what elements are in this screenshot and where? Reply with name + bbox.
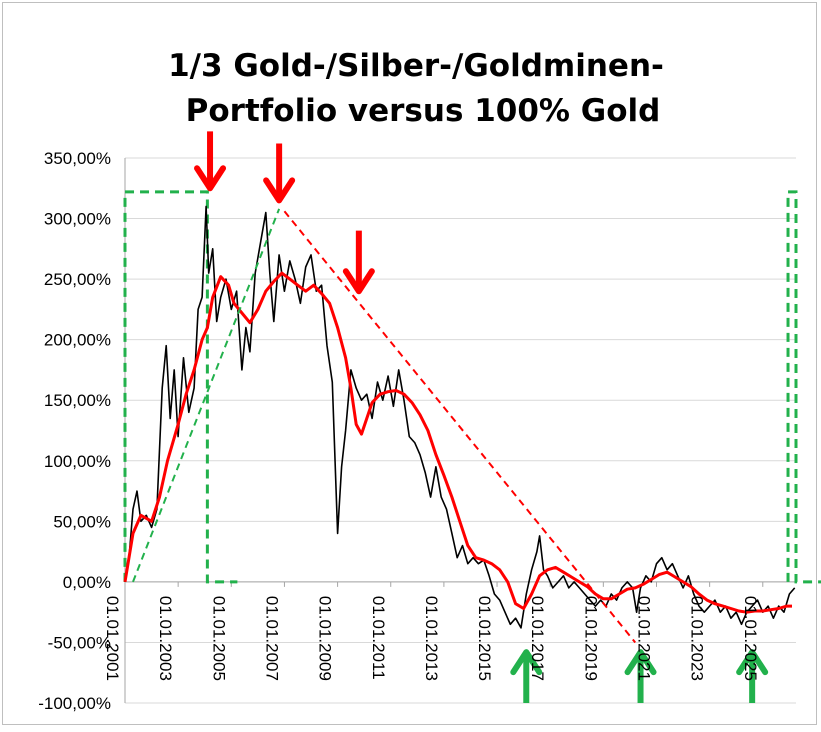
- chart-title-line-2: Portfolio versus 100% Gold: [186, 93, 661, 129]
- y-tick-label: 250,00%: [44, 270, 111, 289]
- green-dashed-box: [123, 190, 238, 584]
- y-tick-label: 200,00%: [44, 331, 111, 350]
- green-dashed-trendline: [132, 208, 281, 583]
- y-tick-label: 0,00%: [63, 573, 111, 592]
- annotation-boxes: [123, 190, 821, 584]
- x-tick-label: 01.01.2011: [369, 596, 388, 680]
- x-tick-label: 01.01.2007: [262, 596, 281, 681]
- x-axis-ticks: 01.01.2001 01.01.2003 01.01.2005 01.01.2007…: [103, 596, 760, 681]
- x-tick-label: 01.01.2009: [316, 596, 335, 681]
- x-tick-label: 01.01.2023: [688, 596, 707, 681]
- chart-title-line-1: 1/3 Gold-/Silber-/Goldminen-: [168, 48, 664, 84]
- trendline-layer: [132, 208, 637, 644]
- x-tick-label: 01.01.2005: [209, 596, 228, 681]
- chart-svg: 350,00% 300,00% 250,00% 200,00% 150,00% 100,0…: [38, 48, 821, 713]
- x-tick-label: 01.01.2015: [475, 596, 494, 681]
- y-tick-label: 150,00%: [44, 391, 111, 410]
- arrow-layer: [194, 131, 769, 703]
- green-arrow-up-head: [624, 649, 657, 676]
- y-tick-label: 350,00%: [44, 149, 111, 168]
- y-tick-label: 300,00%: [44, 210, 111, 229]
- x-tick-label: 01.01.2001: [103, 596, 122, 681]
- y-tick-label: -50,00%: [48, 633, 111, 652]
- red-arrow-down-head: [263, 177, 296, 204]
- x-tick-label: 01.01.2021: [634, 596, 653, 681]
- x-tick-label: 01.01.2019: [581, 596, 600, 681]
- green-arrow-up-head: [510, 649, 543, 676]
- red-arrow-down-head: [194, 165, 227, 192]
- series-layer: [123, 205, 796, 629]
- y-tick-label: 100,00%: [44, 452, 111, 471]
- x-tick-label: 01.01.2025: [741, 596, 760, 681]
- y-tick-label: -100,00%: [38, 694, 111, 713]
- red-dashed-trendline: [283, 210, 637, 644]
- green-arrow-up-head: [736, 649, 769, 676]
- green-dashed-box: [786, 190, 821, 584]
- y-tick-label: 50,00%: [53, 512, 111, 531]
- series-line-trend: [123, 271, 792, 614]
- x-tick-label: 01.01.2003: [156, 596, 175, 681]
- red-arrow-down-head: [342, 268, 375, 295]
- x-tick-label: 01.01.2017: [528, 596, 547, 681]
- series-line-portfolio: [124, 205, 796, 629]
- x-tick-label: 01.01.2013: [422, 596, 441, 681]
- y-axis-ticks: 350,00% 300,00% 250,00% 200,00% 150,00% 100,0…: [38, 149, 111, 713]
